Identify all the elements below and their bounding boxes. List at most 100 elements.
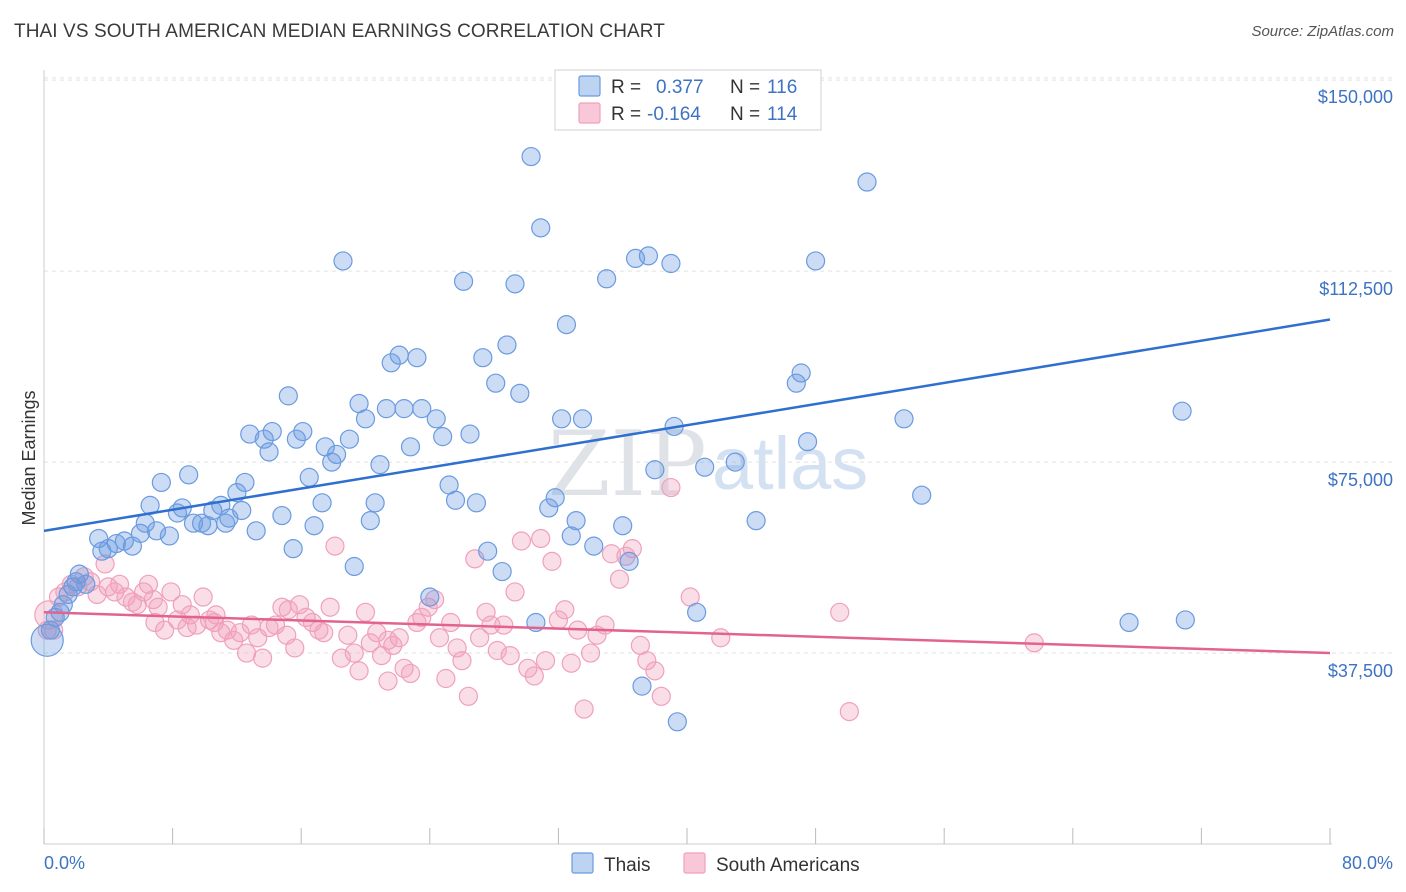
south-americans-point-23 xyxy=(180,605,200,625)
y-tick-labels: $150,000 $112,500 $75,000 $37,500 xyxy=(1318,87,1393,681)
thais-point-42 xyxy=(293,421,313,442)
south-americans-point-70 xyxy=(458,686,478,706)
bottom-legend-swatch-south-americans xyxy=(683,852,706,874)
south-americans-point-65 xyxy=(429,628,450,648)
south-americans-point-72 xyxy=(470,628,490,648)
south-americans-point-105 xyxy=(839,702,859,722)
thais-point-66 xyxy=(433,427,453,447)
south-americans-point-45 xyxy=(314,623,334,643)
watermark-atlas: atlas xyxy=(712,422,868,505)
south-americans-point-98 xyxy=(637,651,657,671)
south-americans-point-62 xyxy=(412,607,432,628)
thais-point-89 xyxy=(584,536,604,556)
thais-point-104 xyxy=(786,373,806,393)
thais-point-78 xyxy=(510,383,530,403)
south-americans-point-20 xyxy=(161,582,181,602)
south-americans-point-95 xyxy=(616,546,636,566)
south-americans-point-39 xyxy=(278,600,298,620)
thais-point-59 xyxy=(389,345,409,365)
thais-point-8 xyxy=(89,528,109,549)
bottom-legend-swatch-thais xyxy=(571,852,594,874)
south-americans-point-112 xyxy=(378,630,398,650)
thais-point-38 xyxy=(272,505,292,526)
south-americans-point-46 xyxy=(320,597,340,617)
thais-point-44 xyxy=(304,516,324,536)
thais-point-62 xyxy=(407,348,427,368)
south-americans-point-49 xyxy=(338,625,358,645)
thais-point-97 xyxy=(661,253,681,274)
thais-point-65 xyxy=(426,409,446,429)
thais-point-55 xyxy=(365,493,385,513)
south-americans-point-100 xyxy=(651,686,671,706)
thais-point-74 xyxy=(486,373,506,393)
south-americans-point-86 xyxy=(555,600,575,620)
legend-swatch-south-americans xyxy=(578,102,601,124)
thais-point-17 xyxy=(146,521,167,541)
south-americans-point-108 xyxy=(145,612,165,633)
south-americans-point-30 xyxy=(224,630,244,650)
trend-line-thais xyxy=(43,318,1331,533)
thais-point-96 xyxy=(645,460,665,480)
thais-point-58 xyxy=(381,353,401,373)
south-americans-point-47 xyxy=(325,536,345,556)
thais-point-1 xyxy=(40,620,61,640)
thais-point-108 xyxy=(857,172,877,192)
thais-point-82 xyxy=(539,498,559,518)
watermark: ZIP atlas xyxy=(548,412,868,517)
axes xyxy=(43,70,1332,845)
thais-point-111 xyxy=(1119,612,1139,633)
south-americans-point-50 xyxy=(344,643,364,663)
legend-n-label-south-americans: N = xyxy=(730,104,760,125)
south-americans-point-56 xyxy=(378,671,398,691)
x-tick-label-min: 0.0% xyxy=(44,853,85,873)
thais-point-19 xyxy=(159,526,179,546)
thais-point-40 xyxy=(283,539,303,559)
thais-point-115 xyxy=(66,572,86,592)
thais-point-87 xyxy=(566,511,586,531)
thais-point-85 xyxy=(556,315,577,335)
south-americans-point-73 xyxy=(476,602,496,622)
thais-point-22 xyxy=(179,465,199,485)
thais-point-73 xyxy=(478,541,498,561)
thais-point-86 xyxy=(561,526,581,546)
y-tick-label-75000: $75,000 xyxy=(1328,470,1393,490)
thais-point-23 xyxy=(183,513,204,533)
trend-line-south-americans xyxy=(43,611,1331,655)
south-americans-point-107 xyxy=(98,577,118,597)
south-americans-point-103 xyxy=(711,628,731,648)
thais-point-61 xyxy=(400,437,421,457)
bottom-legend-label-south-americans: South Americans xyxy=(716,855,860,876)
south-americans-point-104 xyxy=(830,602,850,622)
south-americans-point-78 xyxy=(505,582,525,602)
south-americans-point-69 xyxy=(452,651,472,671)
thais-point-113 xyxy=(1175,610,1195,630)
legend-r-label-south-americans: R = xyxy=(611,104,641,125)
south-americans-point-16 xyxy=(138,574,159,594)
south-americans-point-99 xyxy=(645,661,665,681)
south-americans-point-81 xyxy=(524,666,544,686)
south-americans-point-58 xyxy=(389,628,409,648)
thais-point-94 xyxy=(632,676,652,696)
south-americans-point-111 xyxy=(277,625,297,645)
thais-point-112 xyxy=(1172,401,1192,421)
south-americans-point-84 xyxy=(542,551,562,571)
south-americans-point-82 xyxy=(531,528,551,549)
south-americans-point-96 xyxy=(622,539,642,559)
thais-point-103 xyxy=(746,511,766,531)
x-tick-label-max: 80.0% xyxy=(1342,853,1393,873)
thais-point-100 xyxy=(687,602,707,622)
thais-point-57 xyxy=(376,399,396,419)
chart-title: THAI VS SOUTH AMERICAN MEDIAN EARNINGS C… xyxy=(14,21,665,42)
thais-point-114 xyxy=(53,595,73,615)
thais-point-0 xyxy=(30,623,64,657)
south-americans-point-48 xyxy=(331,648,351,668)
thais-point-39 xyxy=(278,386,298,406)
thais-point-75 xyxy=(492,561,512,582)
thais-point-102 xyxy=(725,452,745,472)
south-americans-point-79 xyxy=(511,531,532,551)
south-americans-point-60 xyxy=(400,663,421,684)
thais-point-106 xyxy=(797,432,818,452)
thais-point-81 xyxy=(531,218,551,238)
south-americans-point-87 xyxy=(561,653,581,673)
